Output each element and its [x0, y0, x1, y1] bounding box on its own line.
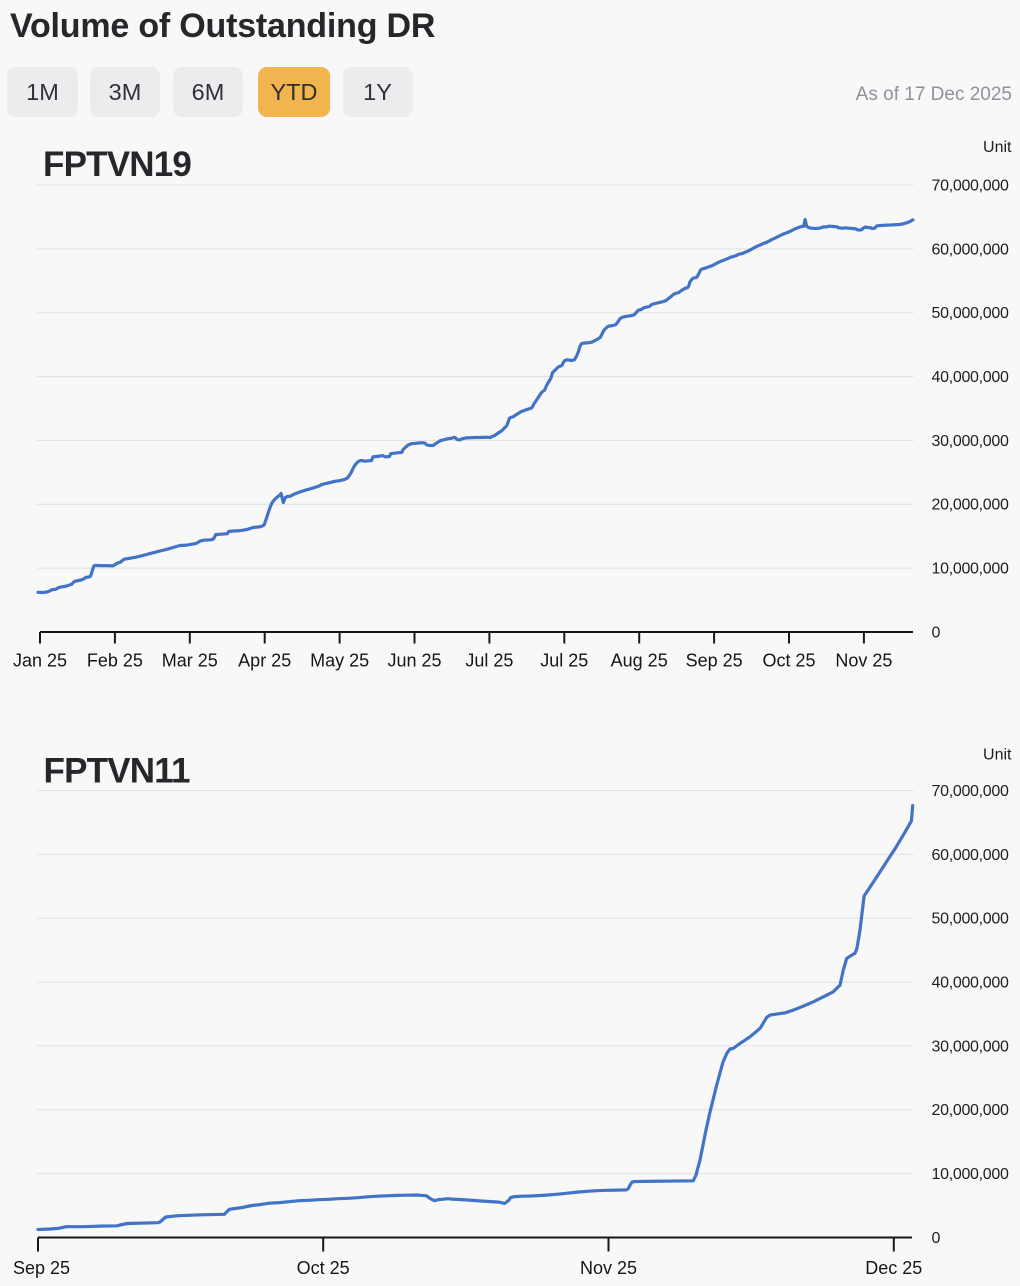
- svg-text:Sep 25: Sep 25: [13, 1258, 70, 1278]
- svg-text:Unit: Unit: [983, 139, 1012, 156]
- svg-text:20,000,000: 20,000,000: [932, 497, 1009, 514]
- svg-text:Feb 25: Feb 25: [87, 651, 143, 671]
- svg-text:Nov 25: Nov 25: [835, 651, 892, 671]
- svg-text:50,000,000: 50,000,000: [932, 911, 1009, 928]
- svg-text:0: 0: [932, 624, 941, 641]
- svg-text:70,000,000: 70,000,000: [932, 783, 1009, 800]
- svg-text:Aug 25: Aug 25: [611, 651, 668, 671]
- svg-text:60,000,000: 60,000,000: [932, 847, 1009, 864]
- svg-text:10,000,000: 10,000,000: [932, 1166, 1009, 1183]
- svg-text:Dec 25: Dec 25: [865, 1258, 922, 1278]
- svg-text:Jun 25: Jun 25: [387, 651, 441, 671]
- svg-text:50,000,000: 50,000,000: [932, 305, 1009, 322]
- svg-text:Jan 25: Jan 25: [13, 651, 67, 671]
- svg-text:40,000,000: 40,000,000: [932, 369, 1009, 386]
- svg-text:0: 0: [932, 1230, 941, 1247]
- svg-text:Sep 25: Sep 25: [686, 651, 743, 671]
- svg-text:20,000,000: 20,000,000: [932, 1102, 1009, 1119]
- svg-text:Unit: Unit: [983, 747, 1012, 764]
- svg-text:Jul 25: Jul 25: [465, 651, 513, 671]
- svg-text:70,000,000: 70,000,000: [932, 177, 1009, 194]
- svg-text:30,000,000: 30,000,000: [932, 1038, 1009, 1055]
- svg-text:10,000,000: 10,000,000: [932, 561, 1009, 578]
- svg-text:60,000,000: 60,000,000: [932, 241, 1009, 258]
- svg-text:FPTVN19: FPTVN19: [43, 145, 191, 184]
- svg-text:40,000,000: 40,000,000: [932, 975, 1009, 992]
- svg-text:30,000,000: 30,000,000: [932, 433, 1009, 450]
- svg-text:Oct 25: Oct 25: [762, 651, 815, 671]
- svg-text:May 25: May 25: [310, 651, 369, 671]
- svg-text:Nov 25: Nov 25: [580, 1258, 637, 1278]
- svg-text:Oct 25: Oct 25: [297, 1258, 350, 1278]
- svg-text:Mar 25: Mar 25: [162, 651, 218, 671]
- svg-text:Jul 25: Jul 25: [540, 651, 588, 671]
- svg-text:Apr 25: Apr 25: [238, 651, 291, 671]
- svg-text:FPTVN11: FPTVN11: [44, 752, 190, 791]
